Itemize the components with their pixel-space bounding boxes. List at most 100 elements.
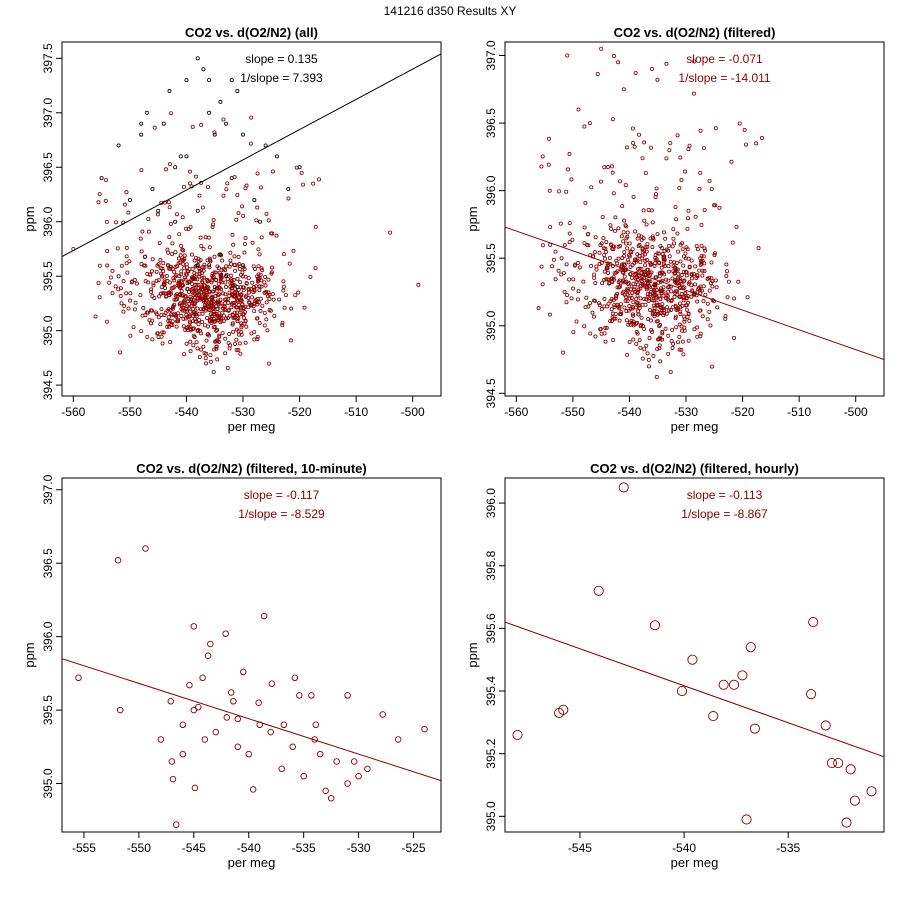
scatter-point — [649, 620, 660, 631]
scatter-point — [646, 357, 651, 362]
scatter-point — [258, 185, 263, 190]
scatter-point — [707, 275, 712, 280]
scatter-point — [205, 292, 210, 297]
scatter-point-unfiltered — [178, 154, 183, 159]
scatter-point — [629, 250, 634, 255]
scatter-point — [286, 196, 291, 201]
scatter-point — [228, 343, 233, 348]
scatter-point — [648, 307, 653, 312]
scatter-point — [647, 296, 652, 301]
scatter-point — [600, 281, 605, 286]
scatter-point — [235, 299, 240, 304]
scatter-point — [193, 277, 198, 282]
scatter-point — [624, 241, 629, 246]
scatter-point — [208, 312, 213, 317]
scatter-point — [126, 210, 131, 215]
scatter-point — [188, 297, 193, 302]
scatter-point — [249, 115, 254, 120]
scatter-point — [168, 221, 173, 226]
data-layer — [62, 545, 441, 828]
scatter-point — [639, 266, 644, 271]
scatter-point — [239, 293, 244, 298]
scatter-point — [749, 723, 760, 734]
chart-panel-4: CO2 vs. d(O2/N2) (filtered, hourly) -545 -… — [465, 461, 885, 870]
scatter-point — [661, 262, 666, 267]
scatter-point — [637, 132, 642, 137]
scatter-point — [205, 185, 210, 190]
scatter-point-unfiltered — [173, 165, 178, 170]
scatter-point — [604, 265, 609, 270]
scatter-point — [635, 236, 640, 241]
scatter-point — [607, 255, 612, 260]
scatter-point — [582, 225, 587, 230]
y-axis-label: ppm — [22, 206, 37, 231]
scatter-point — [198, 297, 203, 302]
scatter-point — [210, 271, 215, 276]
scatter-point — [684, 295, 689, 300]
scatter-point — [627, 296, 632, 301]
scatter-point — [708, 281, 713, 286]
scatter-point — [693, 264, 698, 269]
scatter-point — [550, 264, 555, 269]
x-tick-label: -545 — [568, 841, 592, 855]
scatter-point — [268, 680, 276, 687]
scatter-point — [166, 292, 171, 297]
scatter-point — [664, 311, 669, 316]
scatter-point — [125, 270, 130, 275]
scatter-point — [182, 275, 187, 280]
scatter-point — [622, 250, 627, 255]
scatter-point — [168, 264, 173, 269]
scatter-point — [593, 235, 598, 240]
x-tick-label: -520 — [288, 405, 312, 419]
scatter-point — [645, 292, 650, 297]
x-axis-label: per meg — [671, 855, 719, 870]
scatter-point — [602, 269, 607, 274]
scatter-point — [235, 310, 240, 315]
scatter-point — [170, 267, 175, 272]
scatter-point — [637, 305, 642, 310]
scatter-point — [638, 324, 643, 329]
scatter-point — [684, 270, 689, 275]
scatter-point — [680, 328, 685, 333]
scatter-point — [605, 304, 610, 309]
scatter-point — [679, 273, 684, 278]
scatter-point — [657, 346, 662, 351]
scatter-point — [639, 315, 644, 320]
scatter-point — [634, 330, 639, 335]
scatter-point — [609, 279, 614, 284]
scatter-point — [643, 252, 648, 257]
scatter-point — [243, 235, 248, 240]
scatter-point — [622, 254, 627, 259]
scatter-point — [247, 300, 252, 305]
scatter-point — [644, 343, 649, 348]
scatter-point-unfiltered — [257, 219, 262, 224]
scatter-point — [699, 222, 704, 227]
scatter-point — [231, 242, 236, 247]
scatter-point — [293, 293, 298, 298]
scatter-point — [260, 612, 268, 620]
scatter-point — [200, 280, 205, 285]
scatter-point — [312, 721, 320, 729]
scatter-point — [206, 304, 211, 309]
scatter-point — [644, 249, 649, 254]
scatter-point — [567, 231, 572, 236]
scatter-point — [212, 130, 217, 135]
scatter-point — [132, 307, 137, 312]
scatter-point — [155, 331, 160, 336]
scatter-point — [687, 143, 692, 148]
scatter-point — [687, 280, 692, 285]
scatter-point — [671, 341, 676, 346]
scatter-point — [625, 352, 630, 357]
scatter-point — [664, 296, 669, 301]
chart-panel-2: CO2 vs. d(O2/N2) (filtered) -560 -550 -540 -… — [465, 25, 885, 434]
scatter-point — [234, 327, 239, 332]
scatter-point — [670, 345, 675, 350]
scatter-point — [234, 217, 239, 222]
scatter-point-unfiltered — [195, 56, 200, 61]
scatter-point — [689, 283, 694, 288]
scatter-point — [178, 253, 183, 258]
scatter-point — [179, 721, 187, 729]
scatter-point — [205, 332, 210, 337]
scatter-point — [196, 259, 201, 264]
